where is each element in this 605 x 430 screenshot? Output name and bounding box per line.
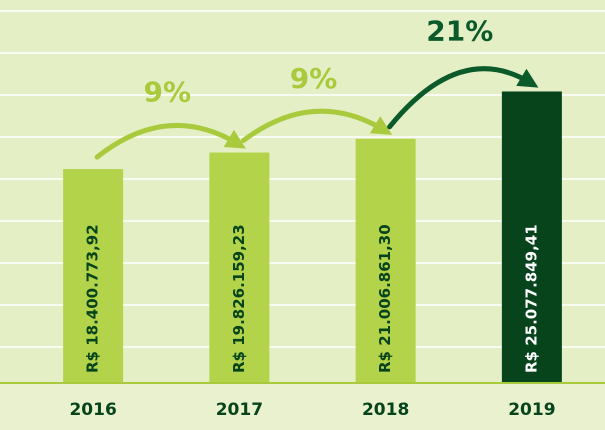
bar: [501, 91, 562, 383]
growth-arrow: [94, 123, 246, 160]
x-tick-label: 2016: [69, 400, 116, 420]
x-tick-label: 2019: [508, 400, 555, 420]
value-label: R$ 21.006.861,30: [376, 224, 394, 373]
value-label: R$ 25.077.849,41: [522, 224, 540, 373]
axis-band: [0, 383, 605, 430]
bar: [209, 152, 270, 383]
growth-arrow: [387, 66, 539, 130]
growth-label: 9%: [143, 76, 191, 109]
value-label: R$ 19.826.159,23: [230, 224, 248, 373]
growth-label: 21%: [426, 14, 493, 47]
bar: [63, 169, 124, 383]
value-label: R$ 18.400.773,92: [84, 224, 102, 373]
bar: [355, 138, 416, 383]
x-tick-label: 2018: [362, 400, 409, 420]
x-tick-label: 2017: [216, 400, 263, 420]
growth-arrow: [240, 108, 393, 144]
growth-label: 9%: [290, 62, 338, 95]
